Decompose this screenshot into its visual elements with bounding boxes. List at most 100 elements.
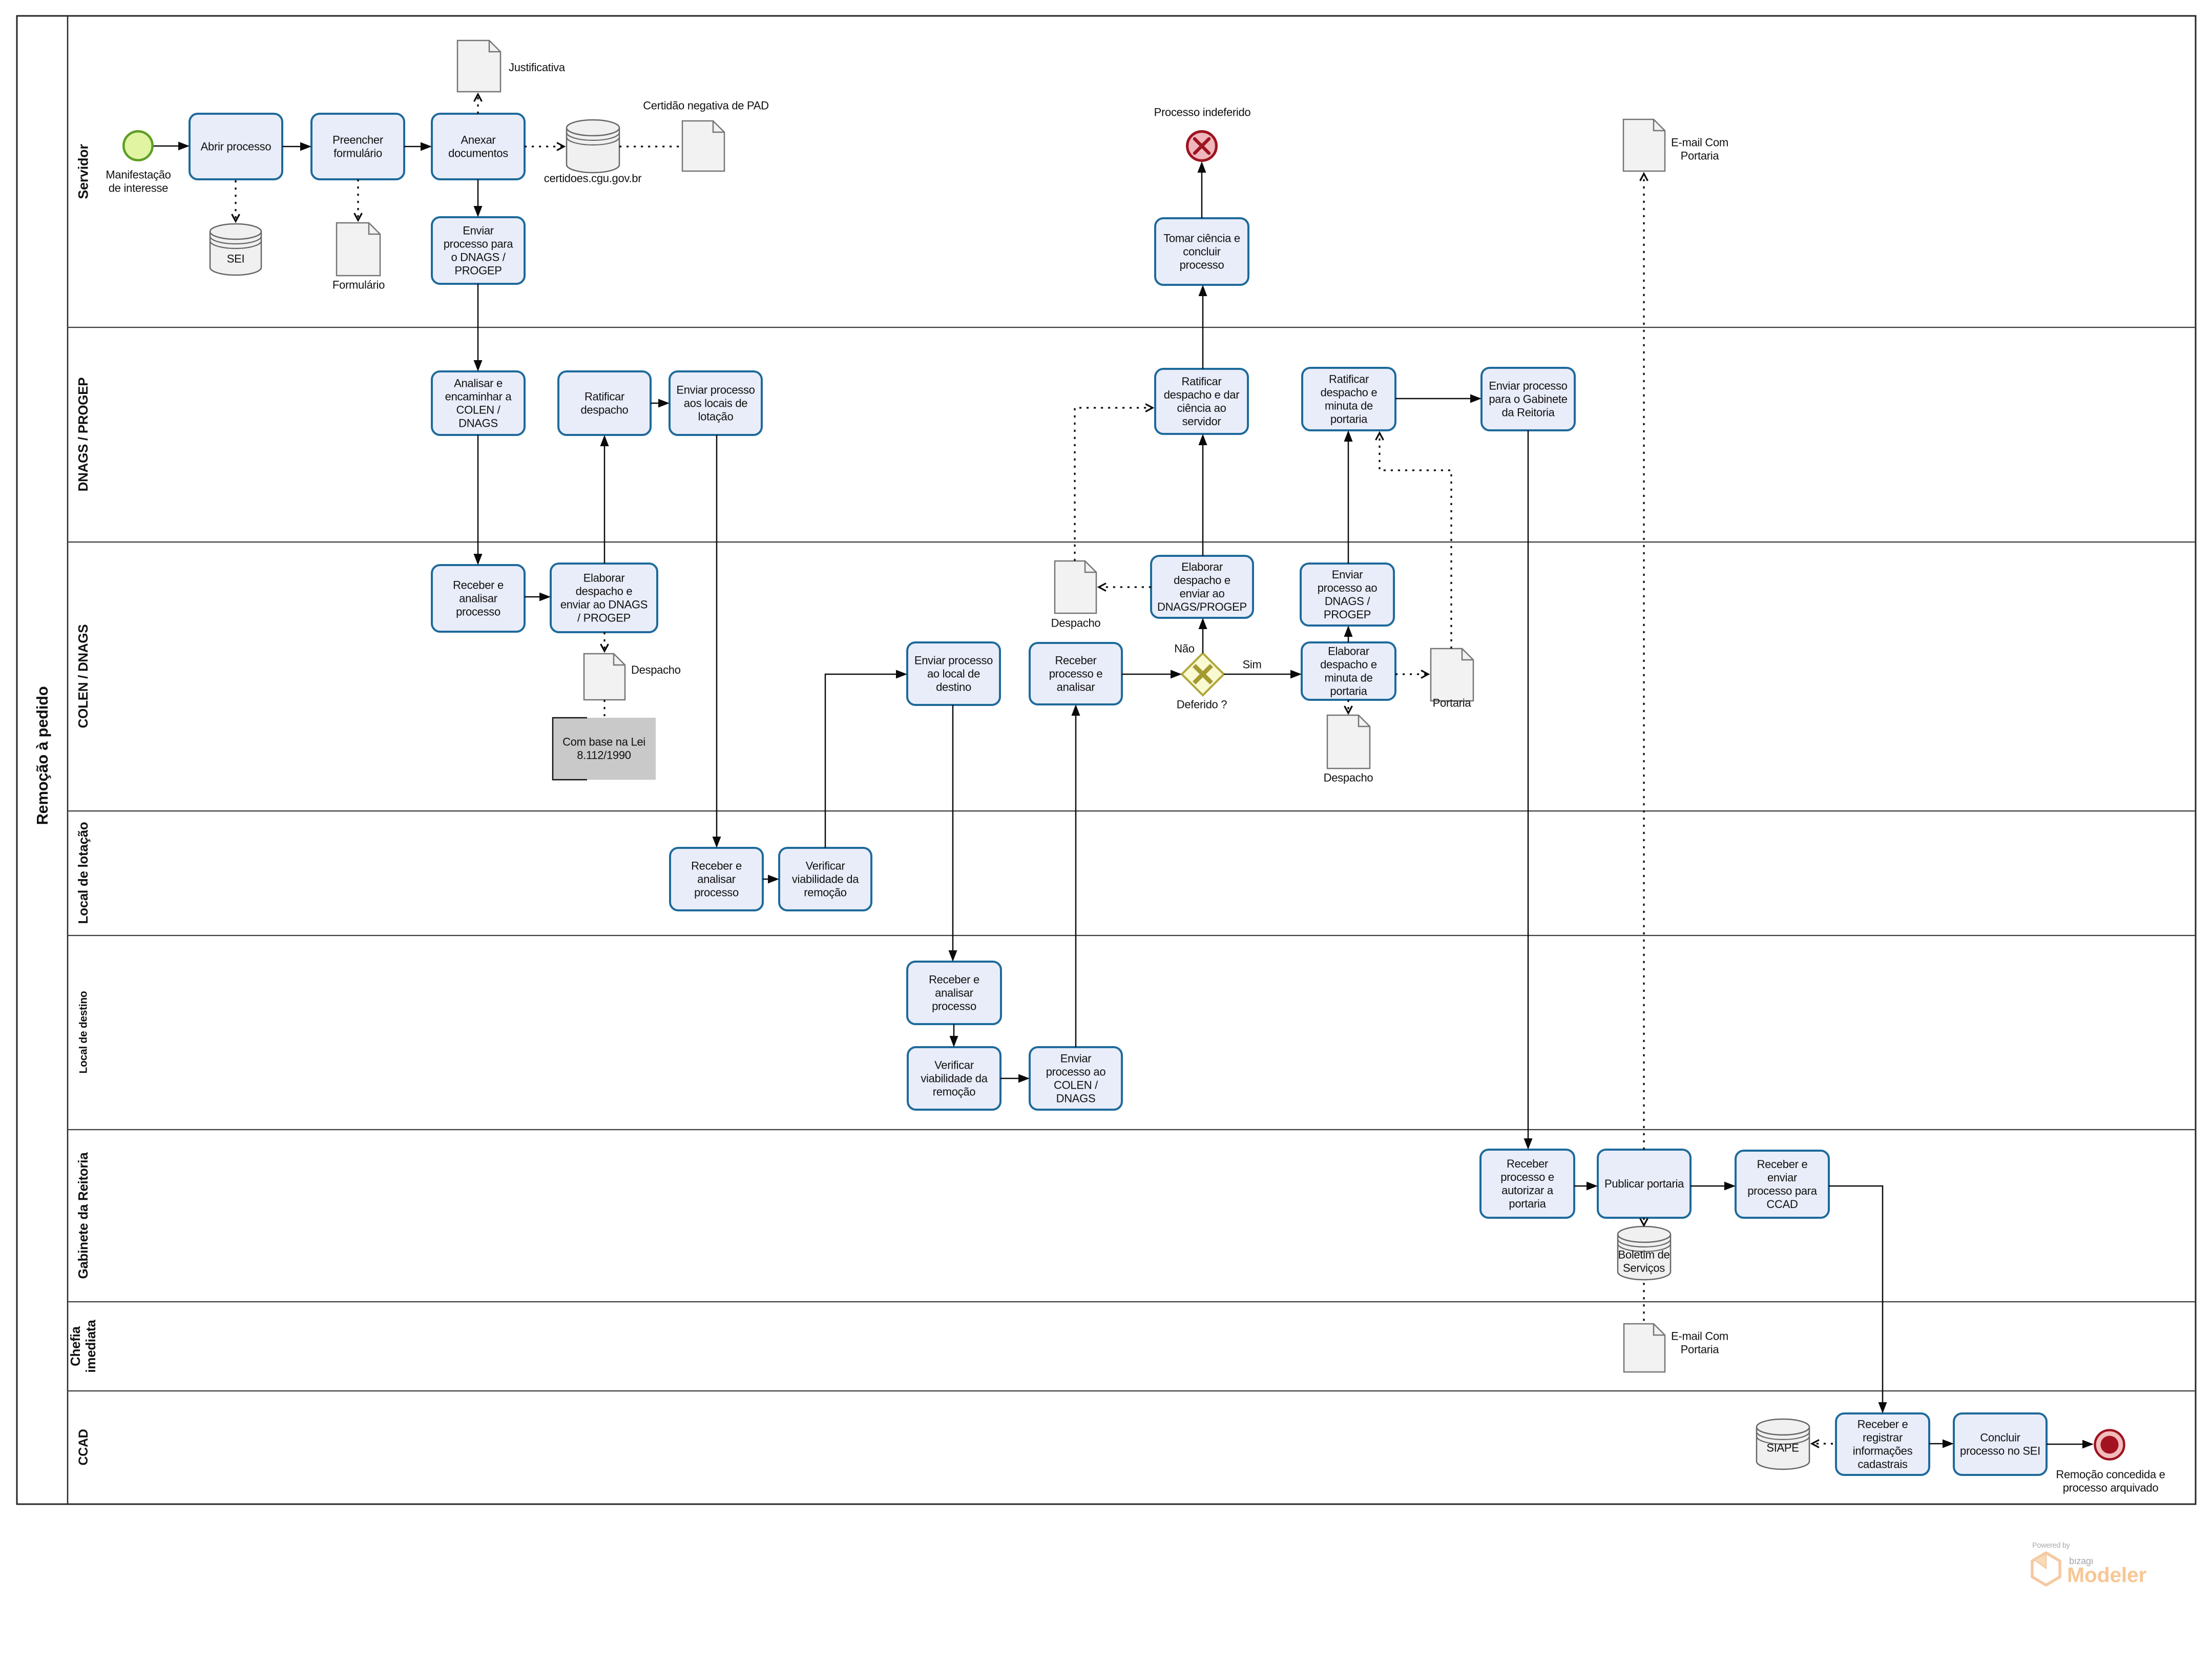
svg-text:processo: processo (1180, 259, 1224, 272)
svg-text:documentos: documentos (448, 147, 508, 160)
svg-text:Manifestação: Manifestação (106, 169, 171, 181)
svg-text:encaminhar a: encaminhar a (445, 390, 512, 403)
svg-text:Enviar: Enviar (1332, 568, 1363, 581)
svg-text:cadastrais: cadastrais (1858, 1458, 1908, 1471)
svg-text:bızagı: bızagı (2069, 1556, 2093, 1566)
svg-text:despacho: despacho (580, 404, 628, 417)
svg-text:enviar ao DNAGS: enviar ao DNAGS (560, 598, 648, 611)
svg-text:Servidor: Servidor (75, 144, 91, 199)
svg-text:Deferido ?: Deferido ? (1177, 698, 1227, 711)
svg-text:lotação: lotação (698, 410, 734, 423)
svg-text:DNAGS/PROGEP: DNAGS/PROGEP (1157, 600, 1247, 613)
svg-text:autorizar a: autorizar a (1501, 1184, 1554, 1197)
svg-text:CCAD: CCAD (1766, 1198, 1798, 1211)
svg-text:ciência ao: ciência ao (1177, 402, 1226, 414)
svg-text:Com base na Lei: Com base na Lei (562, 736, 645, 748)
svg-text:despacho e: despacho e (1321, 386, 1378, 399)
svg-text:COLEN /: COLEN / (1054, 1079, 1098, 1092)
svg-text:destino: destino (936, 681, 971, 694)
svg-text:Despacho: Despacho (1051, 617, 1101, 630)
svg-text:processo: processo (456, 606, 500, 618)
svg-text:Receber e: Receber e (1757, 1158, 1808, 1171)
svg-text:processo no SEI: processo no SEI (1960, 1445, 2040, 1458)
svg-text:SEI: SEI (227, 253, 245, 265)
svg-text:formulário: formulário (333, 147, 382, 160)
svg-text:despacho e: despacho e (1320, 658, 1377, 671)
svg-text:processo para: processo para (1747, 1184, 1818, 1197)
svg-text:Ratificar: Ratificar (585, 390, 624, 403)
svg-text:remoção: remoção (804, 886, 847, 899)
svg-text:Local de lotação: Local de lotação (75, 822, 91, 924)
svg-text:Tomar ciência e: Tomar ciência e (1163, 232, 1240, 245)
svg-text:processo para: processo para (444, 238, 514, 251)
svg-text:Modeler: Modeler (2067, 1563, 2146, 1587)
svg-text:processo: processo (694, 886, 739, 899)
svg-text:Local de destino: Local de destino (77, 991, 89, 1074)
svg-text:processo: processo (932, 1000, 976, 1013)
svg-text:Chefia: Chefia (68, 1326, 83, 1366)
svg-text:Despacho: Despacho (631, 663, 681, 676)
svg-text:E-mail Com: E-mail Com (1671, 1330, 1728, 1343)
svg-text:COLEN / DNAGS: COLEN / DNAGS (75, 625, 91, 729)
svg-text:COLEN /: COLEN / (456, 404, 501, 417)
svg-text:concluir: concluir (1183, 245, 1220, 258)
svg-text:Enviar: Enviar (1060, 1052, 1092, 1065)
svg-text:ao local de: ao local de (927, 668, 980, 680)
svg-text:Portaria: Portaria (1681, 150, 1720, 162)
svg-text:Sim: Sim (1243, 658, 1262, 671)
svg-text:viabilidade da: viabilidade da (792, 873, 859, 886)
svg-text:analisar: analisar (459, 592, 497, 605)
svg-text:Ratificar: Ratificar (1329, 373, 1369, 386)
svg-text:Receber e: Receber e (929, 973, 979, 986)
svg-text:Preencher: Preencher (332, 134, 383, 147)
svg-text:enviar ao: enviar ao (1180, 587, 1225, 600)
svg-text:Remoção à pedido: Remoção à pedido (33, 686, 51, 825)
svg-text:E-mail Com: E-mail Com (1671, 136, 1728, 149)
svg-text:Verificar: Verificar (806, 860, 845, 872)
svg-text:processo e: processo e (1049, 668, 1103, 680)
svg-text:analisar: analisar (935, 987, 973, 1000)
svg-text:Receber: Receber (1507, 1157, 1548, 1170)
svg-text:Enviar: Enviar (463, 224, 494, 237)
svg-text:analisar: analisar (697, 873, 736, 886)
svg-text:Gabinete da Reitoria: Gabinete da Reitoria (75, 1152, 91, 1279)
svg-text:o DNAGS /: o DNAGS / (451, 251, 506, 264)
svg-text:CCAD: CCAD (76, 1429, 91, 1465)
svg-text:minuta de: minuta de (1325, 672, 1373, 684)
svg-text:da Reitoria: da Reitoria (1501, 406, 1555, 419)
svg-text:Enviar processo: Enviar processo (914, 654, 993, 667)
svg-text:imediata: imediata (83, 1320, 98, 1373)
svg-text:portaria: portaria (1509, 1197, 1546, 1210)
svg-text:Boletim de: Boletim de (1618, 1248, 1670, 1261)
svg-text:Verificar: Verificar (934, 1059, 974, 1072)
svg-text:processo ao: processo ao (1318, 581, 1378, 594)
svg-text:Abrir processo: Abrir processo (201, 140, 272, 153)
svg-text:/ PROGEP: / PROGEP (577, 612, 631, 625)
svg-text:Certidão negativa de PAD: Certidão negativa de PAD (643, 99, 769, 112)
svg-text:despacho e dar: despacho e dar (1164, 388, 1239, 401)
svg-text:Não: Não (1174, 642, 1195, 655)
svg-text:DNAGS /: DNAGS / (1325, 595, 1371, 608)
svg-text:processo e: processo e (1500, 1171, 1554, 1183)
svg-text:despacho e: despacho e (576, 585, 633, 598)
svg-text:Portaria: Portaria (1681, 1343, 1720, 1356)
svg-text:portaria: portaria (1330, 413, 1368, 426)
svg-text:despacho e: despacho e (1174, 574, 1230, 587)
svg-text:Powered by: Powered by (2032, 1542, 2071, 1550)
svg-text:Receber e: Receber e (453, 579, 504, 592)
svg-text:processo ao: processo ao (1046, 1066, 1106, 1078)
svg-text:viabilidade da: viabilidade da (921, 1072, 988, 1085)
svg-text:Ratificar: Ratificar (1182, 375, 1222, 388)
svg-text:para o Gabinete: para o Gabinete (1489, 393, 1567, 406)
svg-text:Remoção concedida e: Remoção concedida e (2056, 1468, 2165, 1481)
svg-text:processo arquivado: processo arquivado (2063, 1482, 2159, 1494)
svg-text:Concluir: Concluir (1980, 1431, 2020, 1444)
svg-text:Anexar: Anexar (461, 134, 496, 147)
svg-text:analisar: analisar (1057, 681, 1095, 694)
svg-text:Serviços: Serviços (1623, 1262, 1665, 1275)
svg-text:registrar: registrar (1863, 1431, 1903, 1444)
svg-text:PROGEP: PROGEP (454, 264, 502, 277)
svg-text:Analisar e: Analisar e (454, 377, 503, 390)
svg-text:SIAPE: SIAPE (1766, 1442, 1799, 1454)
svg-text:Portaria: Portaria (1433, 697, 1472, 710)
